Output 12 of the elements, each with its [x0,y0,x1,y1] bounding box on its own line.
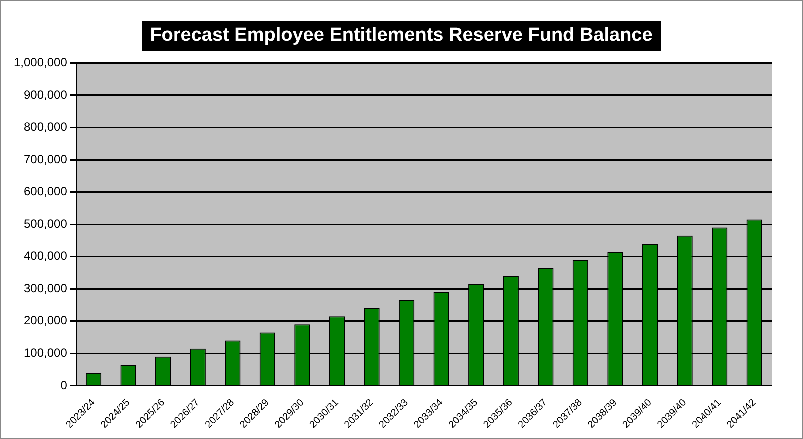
y-tick-label: 300,000 [24,281,68,296]
y-tick-label: 500,000 [24,216,68,231]
y-tick-label: 100,000 [24,346,68,360]
y-tick-label: 400,000 [24,249,68,264]
chart-title: Forecast Employee Entitlements Reserve Fund Balance [142,21,661,51]
y-tick-label: 700,000 [24,152,68,166]
y-tick-label: 200,000 [24,314,68,328]
y-tick-label: 600,000 [24,184,68,199]
y-tick-label: 900,000 [24,88,68,102]
y-tick-label: 800,000 [24,120,68,134]
y-tick-label: 0 [60,378,68,392]
y-tick-label: 1,000,000 [14,56,68,70]
